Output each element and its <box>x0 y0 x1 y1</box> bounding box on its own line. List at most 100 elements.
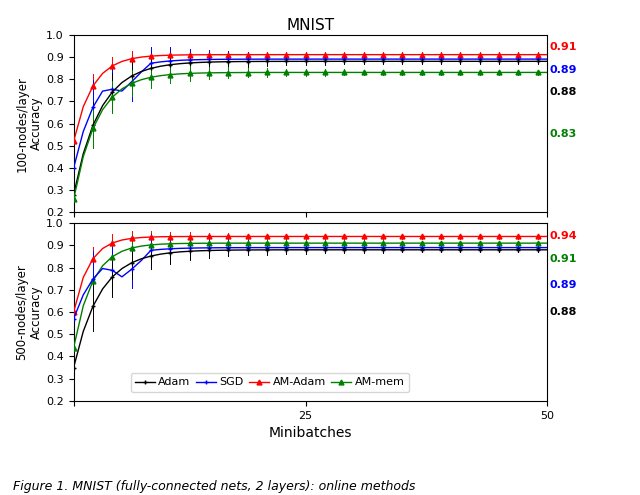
AM-Adam <box>253 234 261 240</box>
SGD <box>456 245 464 250</box>
AM-Adam <box>195 52 203 58</box>
AM-mem <box>263 240 271 246</box>
Adam <box>321 58 329 64</box>
SGD <box>321 245 329 250</box>
AM-Adam <box>340 51 348 57</box>
Adam <box>379 247 387 253</box>
AM-mem <box>215 240 223 246</box>
AM-Adam <box>263 51 271 57</box>
SGD <box>369 56 377 62</box>
AM-Adam <box>485 234 493 240</box>
Text: 0.89: 0.89 <box>550 280 577 291</box>
Adam <box>263 247 271 253</box>
AM-mem <box>176 71 184 77</box>
Adam <box>485 247 493 253</box>
AM-Adam <box>79 274 87 280</box>
SGD <box>138 257 145 263</box>
Adam <box>331 247 339 253</box>
AM-mem <box>215 70 223 76</box>
SGD <box>398 56 406 62</box>
Adam <box>340 58 348 64</box>
AM-mem <box>99 263 106 269</box>
AM-mem <box>282 240 290 246</box>
AM-Adam <box>350 51 358 57</box>
SGD <box>157 247 164 252</box>
AM-Adam <box>118 237 126 243</box>
SGD <box>476 245 483 250</box>
AM-mem <box>253 69 261 75</box>
AM-Adam <box>205 234 212 240</box>
Adam <box>369 58 377 64</box>
Line: AM-mem: AM-mem <box>71 70 550 201</box>
SGD <box>398 245 406 250</box>
AM-mem <box>534 240 541 246</box>
SGD <box>70 165 77 171</box>
AM-mem <box>118 86 126 92</box>
AM-mem <box>418 69 426 75</box>
AM-Adam <box>186 234 193 240</box>
Adam <box>437 247 445 253</box>
Adam <box>225 59 232 65</box>
SGD <box>340 245 348 250</box>
AM-mem <box>418 240 426 246</box>
AM-Adam <box>312 234 319 240</box>
Adam <box>331 58 339 64</box>
AM-mem <box>388 240 396 246</box>
AM-Adam <box>476 51 483 57</box>
SGD <box>350 56 358 62</box>
SGD <box>292 56 300 62</box>
SGD <box>388 245 396 250</box>
AM-mem <box>524 240 532 246</box>
SGD <box>447 56 454 62</box>
AM-Adam <box>273 51 280 57</box>
Adam <box>70 365 77 371</box>
Adam <box>515 58 522 64</box>
SGD <box>428 56 435 62</box>
Adam <box>99 102 106 108</box>
AM-mem <box>379 69 387 75</box>
AM-Adam <box>321 234 329 240</box>
Adam <box>128 260 136 266</box>
AM-mem <box>253 240 261 246</box>
AM-Adam <box>331 234 339 240</box>
AM-mem <box>456 240 464 246</box>
AM-Adam <box>360 51 367 57</box>
Line: AM-Adam: AM-Adam <box>71 234 550 314</box>
Adam <box>379 58 387 64</box>
AM-Adam <box>505 51 513 57</box>
AM-Adam <box>70 139 77 145</box>
SGD <box>312 245 319 250</box>
SGD <box>234 56 242 62</box>
SGD <box>273 56 280 62</box>
Adam <box>534 58 541 64</box>
SGD <box>253 56 261 62</box>
SGD <box>505 56 513 62</box>
AM-Adam <box>524 51 532 57</box>
AM-Adam <box>234 51 242 57</box>
AM-Adam <box>447 51 454 57</box>
AM-Adam <box>456 234 464 240</box>
Adam <box>466 58 474 64</box>
SGD <box>99 88 106 94</box>
AM-Adam <box>312 51 319 57</box>
SGD <box>215 56 223 62</box>
AM-Adam <box>515 51 522 57</box>
SGD <box>476 56 483 62</box>
AM-mem <box>456 69 464 75</box>
Adam <box>350 58 358 64</box>
AM-mem <box>408 240 416 246</box>
AM-Adam <box>418 51 426 57</box>
AM-mem <box>244 240 252 246</box>
AM-Adam <box>157 234 164 240</box>
SGD <box>108 267 116 273</box>
AM-mem <box>301 69 309 75</box>
SGD <box>118 88 126 94</box>
AM-mem <box>282 69 290 75</box>
SGD <box>485 245 493 250</box>
Text: 0.91: 0.91 <box>550 254 577 264</box>
SGD <box>166 58 174 64</box>
AM-mem <box>138 243 145 249</box>
SGD <box>312 56 319 62</box>
Y-axis label: 100-nodes/layer
Accuracy: 100-nodes/layer Accuracy <box>15 76 44 172</box>
Adam <box>485 58 493 64</box>
